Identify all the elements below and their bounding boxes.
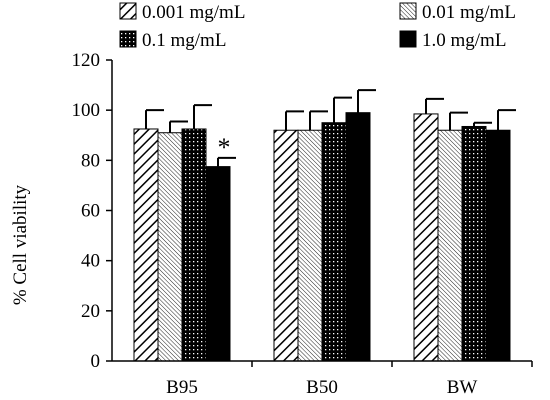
bar <box>157 132 183 362</box>
x-tick-label: B50 <box>306 377 338 398</box>
bar <box>273 129 299 362</box>
bar <box>345 112 371 362</box>
significance-marker: * <box>218 133 231 162</box>
bar <box>181 128 207 362</box>
annotations: * <box>218 133 231 162</box>
y-axis-label: % Cell viability <box>10 184 31 305</box>
y-tick-label: 20 <box>81 301 100 322</box>
bar <box>205 166 231 362</box>
legend-label: 0.01 mg/mL <box>422 2 516 23</box>
bar <box>133 128 159 362</box>
bar <box>413 113 439 362</box>
y-tick-label: 80 <box>81 150 100 171</box>
y-tick-label: 40 <box>81 251 100 272</box>
x-axis: B95 B50 BW <box>112 360 533 398</box>
bar <box>321 122 347 362</box>
y-tick-label: 0 <box>91 351 101 372</box>
bar <box>437 129 463 362</box>
bar <box>297 129 323 362</box>
bar <box>485 129 511 362</box>
bar <box>461 125 487 362</box>
y-axis: 0 20 40 60 80 100 120 <box>72 50 113 372</box>
legend-swatch <box>399 30 417 48</box>
legend: 0.001 mg/mL 0.01 mg/mL 0.1 mg/mL 1.0 mg/mL <box>119 2 516 51</box>
x-tick-label: BW <box>447 377 478 398</box>
y-tick-label: 60 <box>81 201 100 222</box>
legend-swatch <box>119 2 137 20</box>
y-tick-label: 100 <box>72 100 101 121</box>
legend-label: 1.0 mg/mL <box>422 30 506 51</box>
x-tick-label: B95 <box>166 377 198 398</box>
y-tick-label: 120 <box>72 50 101 71</box>
legend-label: 0.001 mg/mL <box>142 2 245 23</box>
legend-label: 0.1 mg/mL <box>142 30 226 51</box>
bars <box>133 89 516 362</box>
legend-swatch <box>399 2 417 20</box>
legend-swatch <box>119 30 137 48</box>
